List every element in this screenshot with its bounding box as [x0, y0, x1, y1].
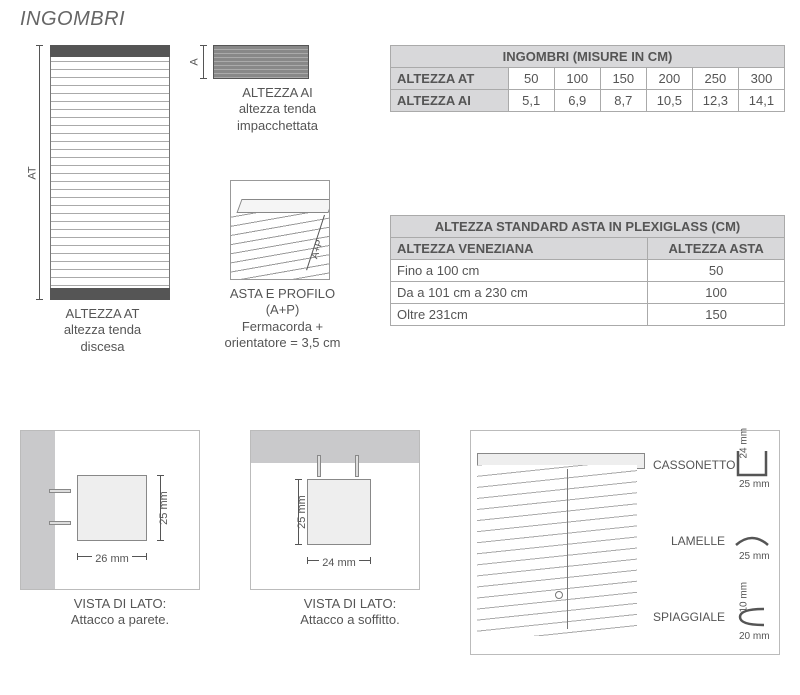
bracket-icon [307, 479, 371, 545]
profile-cassonetto: CASSONETTO 24 mm 25 mm [653, 447, 773, 483]
cell: 8,7 [600, 90, 646, 112]
caption-ai-l2: altezza tenda [239, 101, 316, 116]
dim-label: 20 mm [739, 631, 770, 642]
cell: 100 [554, 68, 600, 90]
table-row: Fino a 100 cm50 [391, 260, 785, 282]
ap-illustration: A+P [230, 180, 330, 280]
caption-at-l1: ALTEZZA AT [66, 306, 140, 321]
caption-p1: VISTA DI LATO: Attacco a parete. [20, 596, 220, 629]
cell: 14,1 [738, 90, 784, 112]
dim-h25: 25 mm [291, 479, 305, 545]
cap-l2: Attacco a soffitto. [300, 612, 399, 627]
cell: 50 [508, 68, 554, 90]
dim-label: 24 mm [739, 428, 750, 459]
pin-icon [355, 455, 359, 477]
dim-label: 25 mm [739, 551, 770, 562]
slats-icon [477, 465, 637, 636]
table1-header: INGOMBRI (MISURE IN CM) [391, 46, 785, 68]
panel-ceiling-mount: 25 mm 24 mm VISTA DI LATO: Attacco a sof… [250, 430, 450, 629]
profile-spiaggiale: SPIAGGIALE 10 mm 20 mm [653, 599, 773, 635]
panel-wall-mount: 25 mm 26 mm VISTA DI LATO: Attacco a par… [20, 430, 220, 629]
c-profile-icon [731, 599, 773, 635]
cell: 100 [648, 282, 785, 304]
cell: 300 [738, 68, 784, 90]
cap-l2: Attacco a parete. [71, 612, 169, 627]
cell: Fino a 100 cm [391, 260, 648, 282]
caption-ap: ASTA E PROFILO (A+P) Fermacorda + orient… [205, 286, 360, 351]
table2-col1: ALTEZZA VENEZIANA [391, 238, 648, 260]
profile-label: LAMELLE [653, 534, 731, 548]
profile-label: CASSONETTO [653, 458, 731, 472]
dim-h25: 25 mm [153, 475, 167, 541]
table2-header: ALTEZZA STANDARD ASTA IN PLEXIGLASS (CM) [391, 216, 785, 238]
table-row: ALTEZZA AT 50 100 150 200 250 300 [391, 68, 785, 90]
caption-ap-l1: ASTA E PROFILO [230, 286, 335, 301]
dim-label: 10 mm [739, 582, 750, 613]
table-row: Da a 101 cm a 230 cm100 [391, 282, 785, 304]
caption-p2: VISTA DI LATO: Attacco a soffitto. [250, 596, 450, 629]
caption-ai-l1: ALTEZZA AI [242, 85, 313, 100]
profile-label: SPIAGGIALE [653, 610, 731, 624]
caption-ap-l2: (A+P) [266, 302, 300, 317]
caption-ap-l4: orientatore = 3,5 cm [225, 335, 341, 350]
wand-icon [555, 591, 563, 599]
dim-at-label: AT [27, 166, 39, 179]
dim-label: 25 mm [739, 479, 770, 490]
bracket-icon [77, 475, 147, 541]
dim-label: 25 mm [158, 491, 170, 525]
cap-l1: VISTA DI LATO: [74, 596, 166, 611]
caption-at-l2: altezza tenda [64, 322, 141, 337]
table1-r1-label: ALTEZZA AI [391, 90, 509, 112]
cell: 250 [692, 68, 738, 90]
table1-r0-label: ALTEZZA AT [391, 68, 509, 90]
table2-col2: ALTEZZA ASTA [648, 238, 785, 260]
cell: Da a 101 cm a 230 cm [391, 282, 648, 304]
cap-l1: VISTA DI LATO: [304, 596, 396, 611]
cell: 12,3 [692, 90, 738, 112]
cell: 6,9 [554, 90, 600, 112]
table-row: Oltre 231cm150 [391, 304, 785, 326]
cell: 5,1 [508, 90, 554, 112]
diagram-ai: A ALTEZZA AI altezza tenda impacchettata [195, 45, 360, 134]
pin-icon [49, 521, 71, 525]
dim-ai: A [197, 45, 209, 79]
cell: 50 [648, 260, 785, 282]
caption-ap-l3: Fermacorda + [242, 319, 323, 334]
blind-illustration-at [50, 45, 170, 300]
diagram-at: AT ALTEZZA AT altezza tenda discesa [30, 45, 175, 355]
caption-at: ALTEZZA AT altezza tenda discesa [30, 306, 175, 355]
dim-label: 26 mm [92, 553, 132, 565]
cell: 200 [646, 68, 692, 90]
table-row: ALTEZZA AI 5,1 6,9 8,7 10,5 12,3 14,1 [391, 90, 785, 112]
caption-ai: ALTEZZA AI altezza tenda impacchettata [195, 85, 360, 134]
dim-w26: 26 mm [77, 549, 147, 563]
profile-lamelle: LAMELLE 25 mm [653, 523, 773, 559]
page-title: INGOMBRI [20, 8, 125, 31]
diagram-ap: A+P ASTA E PROFILO (A+P) Fermacorda + or… [205, 180, 360, 351]
dim-label: 25 mm [296, 495, 308, 529]
table-asta: ALTEZZA STANDARD ASTA IN PLEXIGLASS (CM)… [390, 215, 785, 326]
caption-at-l3: discesa [80, 339, 124, 354]
dim-ai-label: A [189, 58, 201, 65]
ceiling-icon [251, 431, 419, 463]
dim-w24: 24 mm [307, 553, 371, 567]
blind-illustration-ai [213, 45, 309, 79]
u-profile-icon [731, 447, 773, 483]
pin-icon [49, 489, 71, 493]
dim-at: AT [32, 45, 46, 300]
cord-icon [567, 469, 568, 629]
cell: Oltre 231cm [391, 304, 648, 326]
panel-profiles: CASSONETTO 24 mm 25 mm LAMELLE 25 mm SPI… [470, 430, 790, 655]
cell: 150 [648, 304, 785, 326]
table-ingombri: INGOMBRI (MISURE IN CM) ALTEZZA AT 50 10… [390, 45, 785, 112]
wall-icon [21, 431, 55, 589]
cell: 10,5 [646, 90, 692, 112]
dim-label: 24 mm [319, 557, 359, 569]
caption-ai-l3: impacchettata [237, 118, 318, 133]
pin-icon [317, 455, 321, 477]
cell: 150 [600, 68, 646, 90]
